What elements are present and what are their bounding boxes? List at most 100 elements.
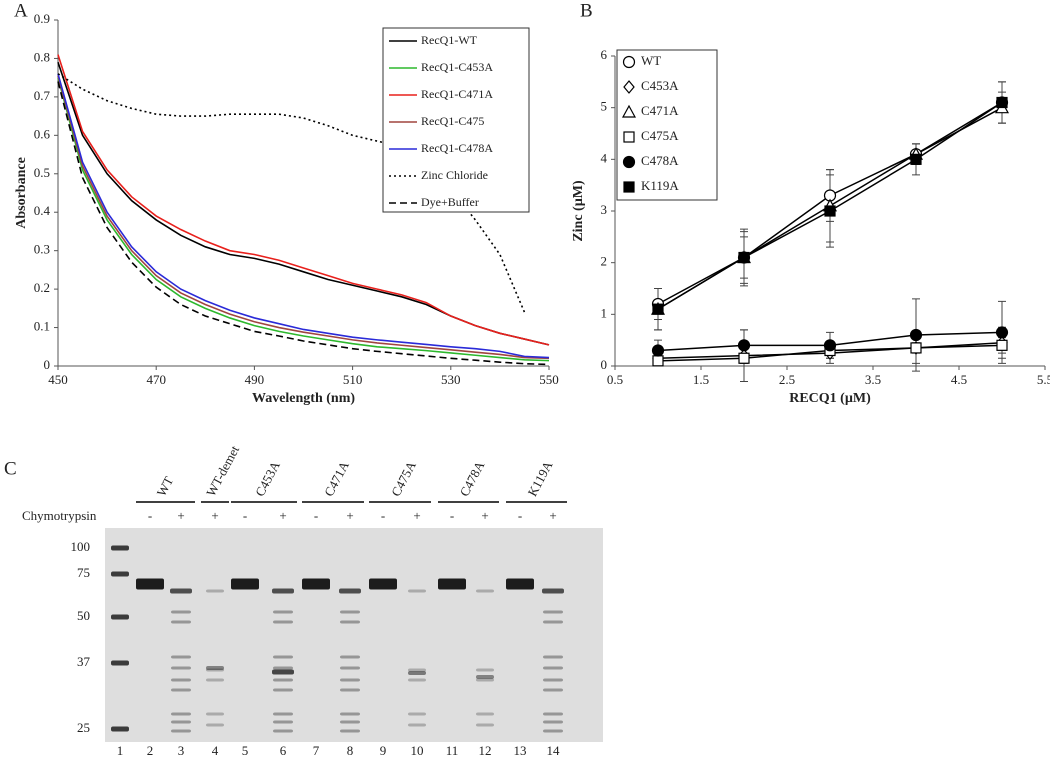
gel-band xyxy=(476,712,494,716)
x-tick-label: 2.5 xyxy=(779,372,795,387)
y-tick-label: 0.4 xyxy=(34,203,51,218)
x-tick-label: 530 xyxy=(441,372,461,387)
gel-band xyxy=(171,712,191,716)
marker-size: 75 xyxy=(77,565,90,580)
marker-size: 25 xyxy=(77,720,90,735)
legend-label: C478A xyxy=(641,153,679,168)
legend-label: RecQ1-WT xyxy=(421,33,478,47)
treatment-sign: + xyxy=(549,508,556,523)
gel-band xyxy=(340,688,360,692)
marker xyxy=(623,131,635,143)
gel-band xyxy=(543,655,563,659)
gel-band xyxy=(273,610,293,614)
lane-number: 13 xyxy=(514,743,527,758)
treatment-sign: - xyxy=(450,508,454,523)
treatment-sign: + xyxy=(211,508,218,523)
marker xyxy=(738,352,750,364)
gel-band xyxy=(111,545,129,551)
x-tick-label: 510 xyxy=(343,372,363,387)
gel-band xyxy=(542,588,564,594)
x-tick-label: 4.5 xyxy=(951,372,967,387)
lane-number: 6 xyxy=(280,743,287,758)
marker-size: 50 xyxy=(77,608,90,623)
treatment-sign: + xyxy=(481,508,488,523)
lane-number: 10 xyxy=(411,743,424,758)
y-tick-label: 0 xyxy=(44,357,51,372)
gel-band xyxy=(171,678,191,682)
y-axis-title: Absorbance xyxy=(14,157,29,229)
gel-band xyxy=(543,729,563,733)
series-line xyxy=(57,77,550,362)
y-tick-label: 0 xyxy=(601,357,608,372)
y-tick-label: 2 xyxy=(601,254,608,269)
y-tick-label: 0.9 xyxy=(34,11,50,26)
gel-band xyxy=(171,729,191,733)
lane-number: 9 xyxy=(380,743,387,758)
marker xyxy=(738,251,750,264)
gel-band xyxy=(170,588,192,594)
gel-band xyxy=(543,610,563,614)
y-tick-label: 0.8 xyxy=(34,49,50,64)
gel-band xyxy=(408,671,426,675)
marker xyxy=(622,155,636,169)
gel-band xyxy=(231,578,259,590)
marker xyxy=(910,342,922,354)
marker xyxy=(622,55,636,69)
gel-band xyxy=(111,571,129,577)
gel-band xyxy=(408,678,426,682)
gel-band xyxy=(340,729,360,733)
gel-band xyxy=(171,666,191,670)
treatment-sign: + xyxy=(346,508,353,523)
treatment-sign: + xyxy=(413,508,420,523)
gel-band xyxy=(476,668,494,672)
gel-band xyxy=(408,589,426,593)
y-tick-label: 4 xyxy=(601,150,608,165)
gel-band xyxy=(340,720,360,724)
gel-band xyxy=(369,578,397,590)
gel-band xyxy=(171,620,191,624)
treatment-sign: - xyxy=(314,508,318,523)
gel-band xyxy=(206,723,224,727)
gel-band xyxy=(273,720,293,724)
panel-label: A xyxy=(14,0,28,21)
x-tick-label: 5.5 xyxy=(1037,372,1050,387)
x-axis-title: Wavelength (nm) xyxy=(252,391,355,406)
y-tick-label: 1 xyxy=(601,305,608,320)
legend-label: C471A xyxy=(641,103,679,118)
x-tick-label: 3.5 xyxy=(865,372,881,387)
lane-number: 7 xyxy=(313,743,320,758)
gel-band xyxy=(273,655,293,659)
y-tick-label: 0.2 xyxy=(34,280,50,295)
gel-band xyxy=(543,678,563,682)
gel-band xyxy=(302,578,330,590)
legend-label: RecQ1-C471A xyxy=(421,87,493,101)
marker xyxy=(823,339,837,352)
gel-band xyxy=(340,620,360,624)
treatment-sign: + xyxy=(177,508,184,523)
legend-label: Zinc Chloride xyxy=(421,168,488,182)
lane-number: 5 xyxy=(242,743,249,758)
gel-band xyxy=(476,589,494,593)
series-line xyxy=(57,54,550,346)
treatment-sign: - xyxy=(243,508,247,523)
gel-band xyxy=(171,610,191,614)
gel-band xyxy=(171,688,191,692)
gel-band xyxy=(340,712,360,716)
series-line xyxy=(57,81,550,366)
y-tick-label: 0.7 xyxy=(34,88,51,103)
marker xyxy=(910,153,922,165)
x-tick-label: 0.5 xyxy=(607,372,623,387)
gel-band xyxy=(476,723,494,727)
gel-band xyxy=(171,655,191,659)
gel-band xyxy=(111,660,129,666)
marker xyxy=(909,328,923,342)
y-axis-title: Zinc (µM) xyxy=(571,180,586,242)
legend-label: WT xyxy=(641,53,661,68)
marker-size: 100 xyxy=(71,539,91,554)
y-tick-label: 0.6 xyxy=(34,126,51,141)
treatment-sign: + xyxy=(279,508,286,523)
series-line xyxy=(57,75,550,360)
marker xyxy=(623,80,635,94)
x-tick-label: 470 xyxy=(146,372,166,387)
